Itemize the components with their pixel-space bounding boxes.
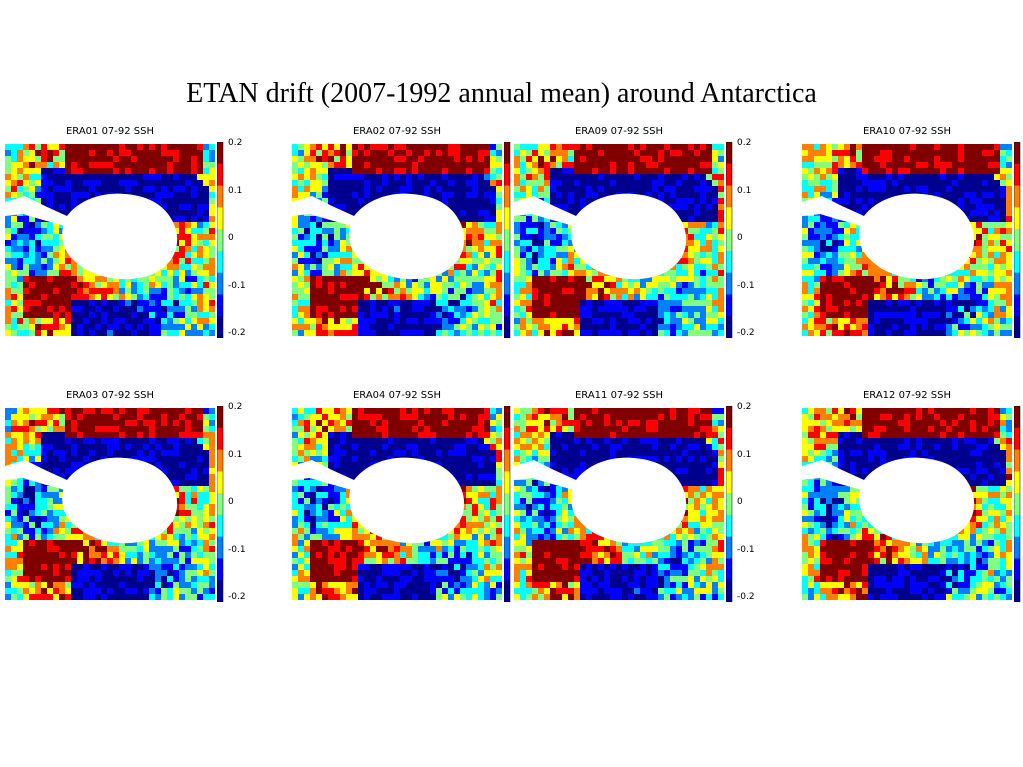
ssh-panel: ERA04 07-92 SSH	[292, 390, 537, 608]
ssh-panel: ERA11 07-92 SSH 0.2 0.1 0 -0.1 -0.2	[514, 390, 759, 608]
colorbar-tick-label: 0.2	[737, 402, 752, 412]
antarctica-landmass	[349, 193, 465, 280]
colorbar	[1014, 406, 1021, 602]
antarctic-peninsula	[802, 196, 864, 226]
antarctica-landmass	[62, 193, 178, 280]
antarctica-landmass	[349, 457, 465, 544]
colorbar-tick-label: -0.1	[228, 544, 246, 555]
ssh-map	[292, 144, 502, 336]
colorbar-tick-label: -0.2	[737, 592, 755, 602]
antarctic-peninsula	[514, 196, 576, 226]
colorbar-tick-label: 0	[737, 233, 743, 243]
colorbar-tick-label: 0.1	[737, 449, 752, 460]
colorbar	[504, 406, 511, 602]
colorbar	[217, 142, 224, 338]
ssh-panel: ERA10 07-92 SSH	[802, 126, 1023, 344]
antarctic-peninsula	[802, 460, 864, 490]
antarctic-peninsula	[514, 460, 576, 490]
ssh-panel: ERA12 07-92 SSH	[802, 390, 1023, 608]
ssh-panel: ERA03 07-92 SSH 0.2 0.1 0 -0.1 -0.2	[5, 390, 250, 608]
ssh-panel: ERA02 07-92 SSH	[292, 126, 537, 344]
page-title: ETAN drift (2007-1992 annual mean) aroun…	[186, 78, 817, 109]
colorbar-tick-label: 0.1	[737, 185, 752, 196]
ssh-map	[292, 408, 502, 600]
panel-title: ERA09 07-92 SSH	[574, 126, 664, 137]
antarctic-peninsula	[5, 460, 67, 490]
colorbar	[726, 406, 733, 602]
colorbar-tick-label: -0.2	[228, 592, 246, 602]
colorbar-tick-label: -0.1	[228, 280, 246, 291]
panel-title: ERA02 07-92 SSH	[352, 126, 442, 137]
colorbar	[1014, 142, 1021, 338]
colorbar-tick-label: 0.1	[228, 449, 243, 460]
ssh-panel: ERA09 07-92 SSH 0.2 0.1 0 -0.1 -0.2	[514, 126, 759, 344]
ssh-map	[514, 408, 724, 600]
ssh-panel: ERA01 07-92 SSH 0.2 0.1 0 -0.1 -0.2	[5, 126, 250, 344]
colorbar-tick-label: 0	[228, 233, 234, 243]
ssh-map	[802, 144, 1012, 336]
antarctica-landmass	[859, 193, 975, 280]
colorbar	[726, 142, 733, 338]
antarctica-landmass	[62, 457, 178, 544]
panel-title: ERA01 07-92 SSH	[65, 126, 155, 137]
antarctica-landmass	[859, 457, 975, 544]
antarctic-peninsula	[292, 460, 354, 490]
panel-title: ERA11 07-92 SSH	[574, 390, 664, 401]
colorbar-tick-label: -0.2	[228, 328, 246, 338]
colorbar-tick-label: 0.1	[228, 185, 243, 196]
colorbar-tick-label: -0.2	[737, 328, 755, 338]
colorbar-tick-label: -0.1	[737, 280, 755, 291]
colorbar-tick-label: 0.2	[228, 402, 243, 412]
ssh-map	[5, 144, 215, 336]
ssh-map	[514, 144, 724, 336]
antarctica-landmass	[571, 457, 687, 544]
panel-title: ERA12 07-92 SSH	[862, 390, 952, 401]
colorbar	[217, 406, 224, 602]
colorbar-tick-label: 0.2	[228, 138, 243, 148]
colorbar	[504, 142, 511, 338]
antarctic-peninsula	[5, 196, 67, 226]
colorbar-tick-label: -0.1	[737, 544, 755, 555]
ssh-map	[802, 408, 1012, 600]
panel-title: ERA10 07-92 SSH	[862, 126, 952, 137]
antarctic-peninsula	[292, 196, 354, 226]
panel-title: ERA03 07-92 SSH	[65, 390, 155, 401]
colorbar-tick-label: 0.2	[737, 138, 752, 148]
panel-title: ERA04 07-92 SSH	[352, 390, 442, 401]
colorbar-tick-label: 0	[737, 497, 743, 507]
ssh-map	[5, 408, 215, 600]
antarctica-landmass	[571, 193, 687, 280]
colorbar-tick-label: 0	[228, 497, 234, 507]
